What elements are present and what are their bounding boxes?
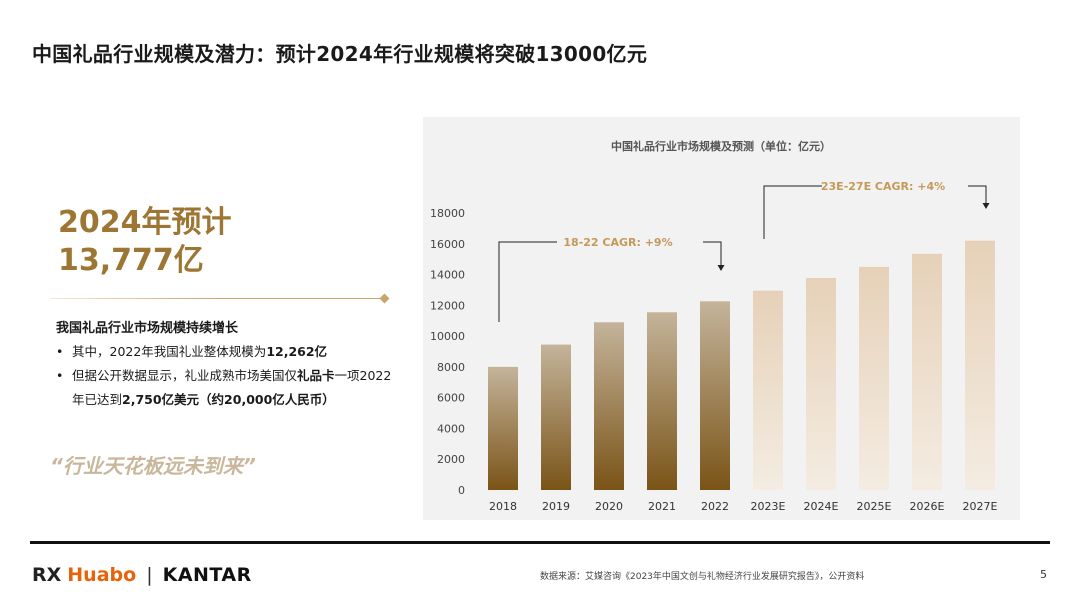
bullet-bold-text: 礼品卡 (297, 368, 335, 383)
x-tick-label: 2018 (489, 500, 517, 513)
gold-divider (50, 298, 384, 299)
x-tick-label: 2023E (751, 500, 786, 513)
huabo-logo: Huabo (67, 564, 137, 586)
cagr-bracket-left (498, 241, 557, 322)
bar-2018 (488, 366, 518, 490)
cagr-label: 23E-27E CAGR: +4% (821, 180, 945, 193)
divider-diamond-icon (379, 293, 390, 304)
bullet-list: 其中，2022年我国礼业整体规模为12,262亿 但据公开数据显示，礼业成熟市场… (56, 340, 394, 412)
y-tick-label: 18000 (430, 207, 465, 220)
x-tick-label: 2021 (648, 500, 676, 513)
highlight-line-1: 2024年预计 (58, 205, 232, 240)
bar-chart: 中国礼品行业市场规模及预测（单位：亿元） 0 2000 4000 6000 8000 10… (430, 139, 998, 513)
rx-logo: RX (32, 564, 62, 586)
x-tick-label: 2026E (910, 500, 945, 513)
page-number: 5 (1040, 568, 1047, 581)
arrow-down-icon (982, 203, 990, 209)
chart-title: 中国礼品行业市场规模及预测（单位：亿元） (611, 139, 831, 153)
x-tick-label: 2020 (595, 500, 623, 513)
x-tick-label: 2027E (963, 500, 998, 513)
data-source: 数据来源：艾媒咨询《2023年中国文创与礼物经济行业发展研究报告》，公开资料 (540, 572, 865, 582)
cagr-bracket-right (968, 185, 987, 203)
cagr-bracket-right (703, 241, 722, 265)
bullet-text: 一项2022年已达到 (72, 368, 392, 407)
bullet-text: 其中，2022年我国礼业整体规模为 (72, 344, 267, 359)
bar-2023E (753, 290, 783, 490)
footer-logos: RX Huabo | KANTAR (32, 564, 252, 586)
bar-2022 (700, 301, 730, 490)
bullet-bold-text: 2,750亿美元（约20,000亿人民币） (122, 392, 335, 407)
y-tick-label: 8000 (437, 361, 465, 374)
y-tick-label: 10000 (430, 330, 465, 343)
bullet-item: 其中，2022年我国礼业整体规模为12,262亿 (56, 340, 394, 364)
cagr-label: 18-22 CAGR: +9% (563, 236, 672, 249)
bar-2026E (912, 253, 942, 490)
sub-heading: 我国礼品行业市场规模持续增长 (56, 321, 239, 336)
slogan: “行业天花板远未到来” (50, 454, 256, 478)
logo-separator: | (146, 564, 153, 586)
bar-2025E (859, 266, 889, 490)
y-tick-label: 12000 (430, 299, 465, 312)
footer-rule (30, 541, 1050, 544)
bar-2019 (541, 344, 571, 490)
bar-2021 (647, 312, 677, 490)
bar-2024E (806, 277, 836, 490)
x-tick-label: 2019 (542, 500, 570, 513)
y-tick-label: 2000 (437, 453, 465, 466)
y-tick-label: 6000 (437, 392, 465, 405)
bullet-bold-text: 12,262亿 (266, 344, 328, 359)
bullet-text: 但据公开数据显示，礼业成熟市场美国仅 (72, 368, 298, 383)
y-tick-label: 4000 (437, 422, 465, 435)
cagr-bracket-left (763, 185, 822, 239)
slide-title: 中国礼品行业规模及潜力：预计2024年行业规模将突破13000亿元 (32, 42, 648, 66)
y-tick-label: 16000 (430, 238, 465, 251)
highlight-line-2: 13,777亿 (58, 243, 204, 278)
kantar-logo: KANTAR (162, 564, 252, 586)
bullet-item: 但据公开数据显示，礼业成熟市场美国仅礼品卡一项2022年已达到2,750亿美元（… (56, 364, 394, 412)
chart-panel: 中国礼品行业市场规模及预测（单位：亿元） 0 2000 4000 6000 8000 10… (423, 117, 1020, 520)
y-tick-label: 0 (458, 484, 465, 497)
highlight-figure: 2024年预计 13,777亿 (58, 204, 232, 280)
arrow-down-icon (717, 265, 725, 271)
bar-2020 (594, 322, 624, 490)
x-tick-label: 2024E (804, 500, 839, 513)
x-tick-label: 2025E (857, 500, 892, 513)
x-tick-label: 2022 (701, 500, 729, 513)
bar-2027E (965, 240, 995, 490)
y-tick-label: 14000 (430, 269, 465, 282)
